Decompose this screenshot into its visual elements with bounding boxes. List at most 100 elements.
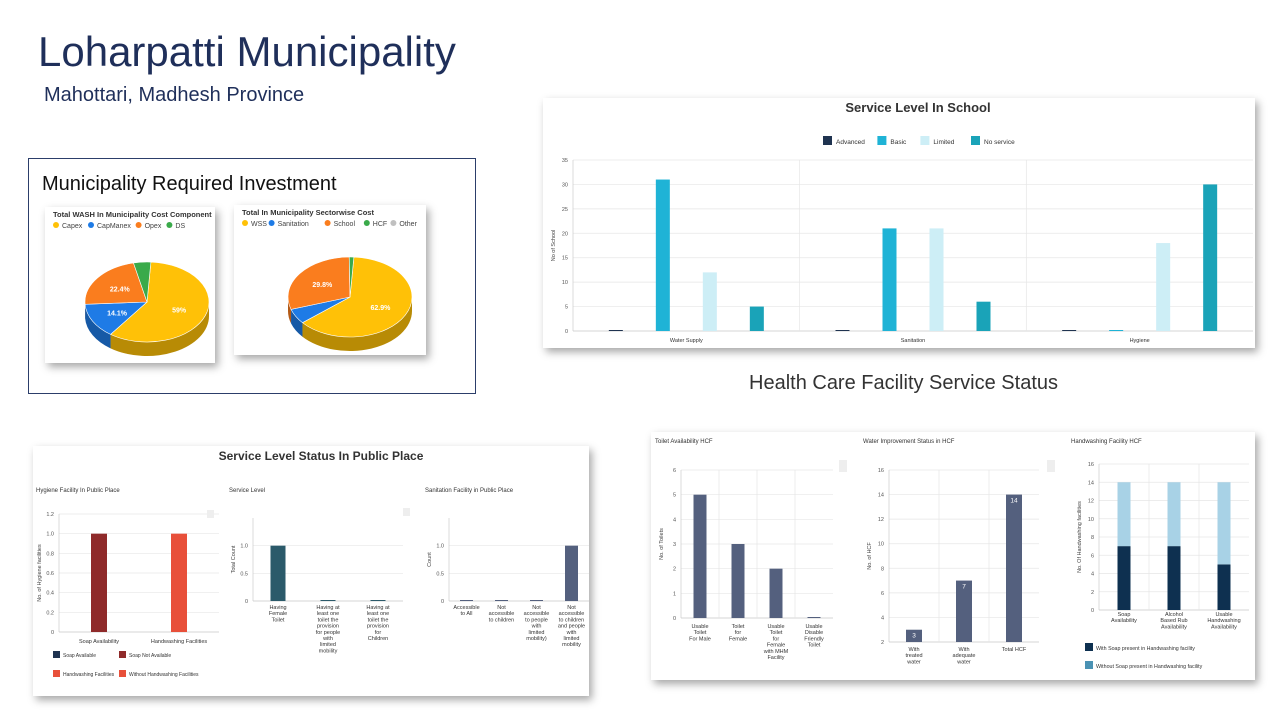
y-tick-0-4: 0.4 [46, 591, 54, 597]
y-tick-0-6: 0.6 [46, 571, 54, 577]
legend-capmanex: CapManex [97, 223, 131, 230]
x-tick-usable-toilet-for-female-with-mhm-facility: Usable Toilet for Female with MHM Facility [763, 624, 789, 661]
legend-marker-limited [920, 136, 930, 145]
y-tick-1: 1 [673, 591, 676, 597]
x-tick-with-treated-water: With treated water [905, 647, 922, 665]
legend-sanitation: Sanitation [278, 221, 309, 228]
x-tick-usable-disable-friendly-toilet: Usable Disable Friendly Toilet [804, 624, 824, 649]
legend-soap-available: Soap Available [63, 653, 96, 659]
menu-icon [1047, 460, 1055, 472]
bar-value-usable-toilet-for-male [693, 494, 707, 618]
y-tick-2: 2 [881, 640, 884, 646]
bar-no-service-sanitation [976, 301, 991, 331]
legend-marker-advanced [823, 136, 832, 145]
legend-marker-handwashing-facilities [53, 670, 60, 677]
bar-value-not-accessible-to-children-and-people-with-limited-mobility [565, 545, 578, 601]
sectorwise-cost-card: Total In Municipality Sectorwise Cost WSS… [234, 205, 426, 355]
school-service-card: Service Level In School Advanced Basic Limi… [543, 98, 1255, 348]
y-tick-1-0: 1.0 [46, 532, 54, 538]
y-tick-10: 10 [878, 542, 884, 548]
bar-no-service-hygiene [1203, 184, 1218, 331]
y-tick-30: 30 [562, 182, 568, 188]
menu-icon [403, 508, 410, 516]
x-tick-having-at-least-one-toilet-the-provision-for-people-with-limited-mobility: Having at least one toilet the provision for… [316, 605, 340, 654]
legend-school: School [334, 221, 356, 228]
bar-limited-sanitation [929, 228, 944, 331]
legend-marker-without-soap [1085, 661, 1093, 669]
y-tick-0-5: 0.5 [436, 571, 444, 577]
legend-advanced: Advanced [836, 139, 865, 146]
x-tick-alcohol-based-rub-availability: Alcohol Based Rub Availability [1160, 612, 1187, 630]
y-tick-8: 8 [881, 566, 884, 572]
pie-side-sanitation [291, 309, 303, 337]
pie-slice-capmanex [84, 301, 148, 335]
page-subtitle: Mahottari, Madhesh Province [44, 84, 305, 106]
bar-value-soap-availability [91, 533, 107, 632]
bar-value-toilet-for-female [731, 544, 745, 618]
legend-marker-soap-available [53, 651, 60, 658]
pie-side-wss [302, 297, 412, 352]
y-tick-10: 10 [1088, 517, 1094, 523]
panel-title-handwashing-facility-hcf: Handwashing Facility HCF [1071, 439, 1142, 445]
bar-advanced-hygiene [1062, 330, 1077, 331]
y-tick-0: 0 [51, 630, 54, 636]
pie-slice-capex [110, 261, 210, 343]
pie-label-school: 29.8% [312, 282, 333, 289]
legend-marker-basic [877, 136, 887, 145]
pie-side-capmanex [85, 304, 111, 349]
pie-slice-opex [84, 262, 148, 305]
bar-with-soap-present-in-handwashing-facility-soap-availability [1117, 546, 1131, 610]
panel-title-water-improvement-status-in-hcf: Water Improvement Status in HCF [863, 439, 955, 445]
pie-label-opex: 22.4% [110, 287, 131, 294]
y-tick-8: 8 [1091, 535, 1094, 541]
y-tick-3: 3 [673, 542, 676, 548]
legend-other: Other [399, 221, 417, 228]
panel-title-sanitation-facility-in-public-place: Sanitation Facility in Public Place [425, 488, 514, 494]
wash-cost-component-pie: Total WASH In Municipality Cost Componen… [53, 210, 212, 356]
legend-marker-ds [166, 222, 173, 228]
legend-marker-other [390, 220, 397, 226]
x-tick-total-hcf: Total HCF [1002, 647, 1027, 653]
bar-value-with-treated-water [906, 629, 922, 642]
y-tick-12: 12 [1088, 499, 1094, 505]
legend-handwashing-facilities: Handwashing Facilities [63, 672, 115, 678]
x-tick-toilet-for-female: Toilet for Female [729, 624, 747, 642]
plot-area [569, 154, 1249, 334]
x-tick-having-at-least-one-toilet-the-provision-for-children: Having at least one toilet the provision for… [366, 605, 390, 642]
x-tick-usable-toilet-for-male: Usable Toilet For Male [689, 624, 711, 642]
pie-slice-school [287, 256, 351, 310]
bar-limited-water-supply [702, 272, 717, 331]
y-tick-5: 5 [565, 305, 568, 311]
y-tick-0-5: 0.5 [240, 571, 248, 577]
bar-advanced-sanitation [835, 330, 850, 331]
page-title: Loharpatti Municipality [38, 28, 456, 75]
x-tick-handwashing-facilities: Handwashing Facilities [151, 639, 207, 645]
bar-advanced-water-supply [608, 330, 623, 331]
y-tick-0: 0 [245, 599, 248, 605]
y-tick-1-0: 1.0 [436, 544, 444, 550]
y-tick-0: 0 [673, 616, 676, 622]
pie-title: Total WASH In Municipality Cost Componen… [53, 210, 212, 219]
menu-icon [839, 460, 847, 472]
legend-marker-capex [53, 222, 59, 228]
legend-marker-opex [135, 222, 142, 228]
legend-marker-capmanex [88, 222, 94, 228]
legend-basic: Basic [890, 139, 907, 146]
bar-without-soap-present-in-handwashing-facility-soap-availability [1117, 482, 1131, 547]
investment-panel: Municipality Required Investment Total W… [28, 158, 476, 394]
legend-no-service: No service [984, 139, 1015, 146]
legend-marker-sanitation [268, 220, 275, 226]
bar-value-usable-disable-friendly-toilet [807, 617, 821, 618]
y-tick-25: 25 [562, 207, 568, 213]
bar-value-having-at-least-one-toilet-the-provision-for-people-with-limited-mobility [320, 600, 336, 601]
menu-icon [207, 510, 214, 518]
chart-title: Service Level Status In Public Place [219, 449, 424, 463]
x-tick-not-accessible-to-children-and-people-with-limited-mobility: Not accessible to children and people with li… [558, 605, 585, 648]
chart-title: Service Level In School [845, 100, 990, 115]
y-tick-20: 20 [562, 231, 568, 237]
bar-basic-hygiene [1109, 330, 1124, 331]
y-tick-35: 35 [562, 158, 568, 164]
x-tick-soap-availability: Soap Availability [79, 639, 119, 645]
y-tick-12: 12 [878, 517, 884, 523]
